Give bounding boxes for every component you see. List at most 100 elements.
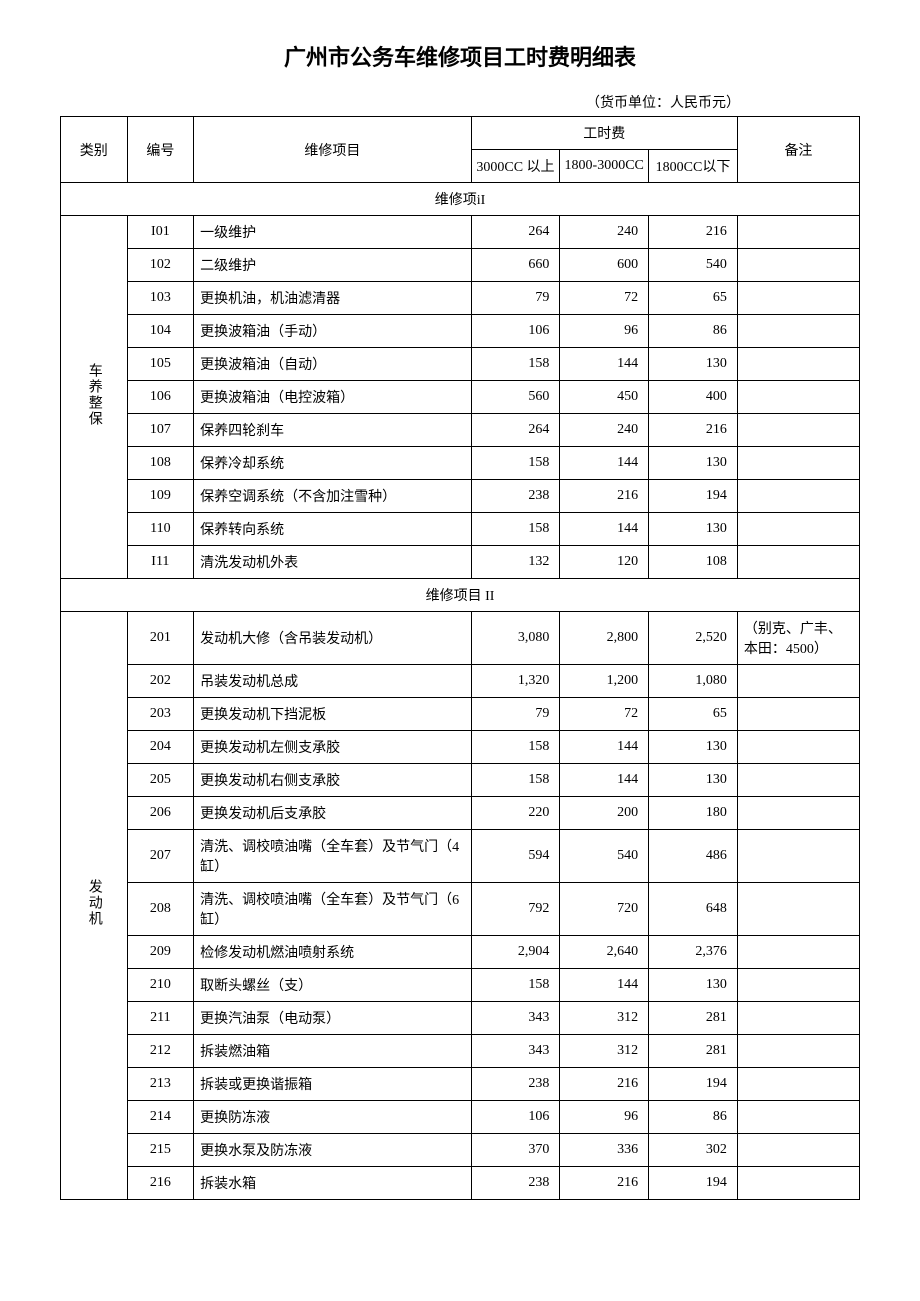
header-fee-a: 3000CC 以上: [471, 150, 560, 183]
row-id: 214: [127, 1101, 194, 1134]
table-row: 206更换发动机后支承胶220200180: [61, 797, 860, 830]
row-note: [737, 936, 859, 969]
row-item-name: 更换发动机左侧支承胶: [194, 731, 471, 764]
row-note: [737, 216, 859, 249]
row-fee-c: 194: [649, 1068, 738, 1101]
row-note: [737, 1068, 859, 1101]
row-fee-c: 194: [649, 480, 738, 513]
row-note: [737, 797, 859, 830]
row-item-name: 保养四轮刹车: [194, 414, 471, 447]
row-id: 208: [127, 883, 194, 936]
row-fee-b: 144: [560, 447, 649, 480]
table-row: 212拆装燃油箱343312281: [61, 1035, 860, 1068]
row-fee-a: 158: [471, 348, 560, 381]
row-fee-a: 1,320: [471, 665, 560, 698]
row-item-name: 吊装发动机总成: [194, 665, 471, 698]
row-fee-a: 343: [471, 1002, 560, 1035]
row-item-name: 更换防冻液: [194, 1101, 471, 1134]
row-fee-c: 216: [649, 414, 738, 447]
row-fee-b: 144: [560, 969, 649, 1002]
row-id: I01: [127, 216, 194, 249]
row-fee-a: 238: [471, 1167, 560, 1200]
row-fee-a: 264: [471, 216, 560, 249]
row-item-name: 更换水泵及防冻液: [194, 1134, 471, 1167]
row-fee-c: 130: [649, 731, 738, 764]
row-item-name: 更换汽油泵（电动泵）: [194, 1002, 471, 1035]
row-note: [737, 883, 859, 936]
row-fee-b: 120: [560, 546, 649, 579]
row-id: 207: [127, 830, 194, 883]
row-fee-a: 158: [471, 513, 560, 546]
row-fee-b: 450: [560, 381, 649, 414]
row-fee-c: 540: [649, 249, 738, 282]
table-row: 211更换汽油泵（电动泵）343312281: [61, 1002, 860, 1035]
row-fee-c: 130: [649, 764, 738, 797]
row-id: 104: [127, 315, 194, 348]
table-row: 发动机201发动机大修（含吊装发动机）3,0802,8002,520（别克、广丰…: [61, 612, 860, 665]
row-id: 106: [127, 381, 194, 414]
row-fee-a: 792: [471, 883, 560, 936]
table-row: 213拆装或更换谐振箱238216194: [61, 1068, 860, 1101]
row-id: 215: [127, 1134, 194, 1167]
row-fee-b: 144: [560, 513, 649, 546]
row-item-name: 清洗发动机外表: [194, 546, 471, 579]
row-item-name: 更换发动机下挡泥板: [194, 698, 471, 731]
row-note: [737, 1167, 859, 1200]
category-cell: 发动机: [61, 612, 128, 1200]
row-item-name: 一级维护: [194, 216, 471, 249]
row-item-name: 更换发动机右侧支承胶: [194, 764, 471, 797]
row-id: 205: [127, 764, 194, 797]
row-fee-b: 72: [560, 698, 649, 731]
table-row: 209检修发动机燃油喷射系统2,9042,6402,376: [61, 936, 860, 969]
row-item-name: 检修发动机燃油喷射系统: [194, 936, 471, 969]
row-note: [737, 1134, 859, 1167]
table-row: 102二级维护660600540: [61, 249, 860, 282]
row-fee-b: 240: [560, 414, 649, 447]
row-id: 103: [127, 282, 194, 315]
table-row: 216拆装水箱238216194: [61, 1167, 860, 1200]
section-title: 维修项iI: [61, 183, 860, 216]
row-note: [737, 480, 859, 513]
row-fee-b: 144: [560, 764, 649, 797]
section-title: 维修项目 II: [61, 579, 860, 612]
row-fee-b: 144: [560, 731, 649, 764]
row-note: [737, 282, 859, 315]
table-row: 208清洗、调校喷油嘴（全车套）及节气门（6 缸）792720648: [61, 883, 860, 936]
row-item-name: 更换波箱油（电控波箱）: [194, 381, 471, 414]
row-id: 213: [127, 1068, 194, 1101]
row-fee-b: 240: [560, 216, 649, 249]
row-fee-c: 194: [649, 1167, 738, 1200]
row-fee-b: 312: [560, 1035, 649, 1068]
row-id: 212: [127, 1035, 194, 1068]
row-item-name: 取断头螺丝（支）: [194, 969, 471, 1002]
row-item-name: 二级维护: [194, 249, 471, 282]
row-fee-a: 106: [471, 315, 560, 348]
row-fee-b: 720: [560, 883, 649, 936]
row-item-name: 发动机大修（含吊装发动机）: [194, 612, 471, 665]
row-fee-c: 108: [649, 546, 738, 579]
row-fee-a: 660: [471, 249, 560, 282]
row-fee-b: 1,200: [560, 665, 649, 698]
header-fee-group: 工时费: [471, 117, 737, 150]
row-item-name: 保养转向系统: [194, 513, 471, 546]
row-note: [737, 698, 859, 731]
row-note: [737, 1035, 859, 1068]
header-item: 维修项目: [194, 117, 471, 183]
row-id: 206: [127, 797, 194, 830]
row-fee-a: 3,080: [471, 612, 560, 665]
row-fee-b: 600: [560, 249, 649, 282]
row-fee-a: 158: [471, 731, 560, 764]
row-fee-b: 144: [560, 348, 649, 381]
row-fee-c: 130: [649, 513, 738, 546]
row-fee-c: 1,080: [649, 665, 738, 698]
row-fee-a: 158: [471, 969, 560, 1002]
row-fee-b: 216: [560, 480, 649, 513]
row-fee-c: 130: [649, 447, 738, 480]
row-item-name: 清洗、调校喷油嘴（全车套）及节气门（4 缸）: [194, 830, 471, 883]
table-row: 214更换防冻液1069686: [61, 1101, 860, 1134]
fee-table: 类别 编号 维修项目 工时费 备注 3000CC 以上 1800-3000CC …: [60, 116, 860, 1200]
row-fee-a: 132: [471, 546, 560, 579]
row-id: 216: [127, 1167, 194, 1200]
row-fee-b: 2,800: [560, 612, 649, 665]
row-item-name: 保养空调系统（不含加注雪种）: [194, 480, 471, 513]
